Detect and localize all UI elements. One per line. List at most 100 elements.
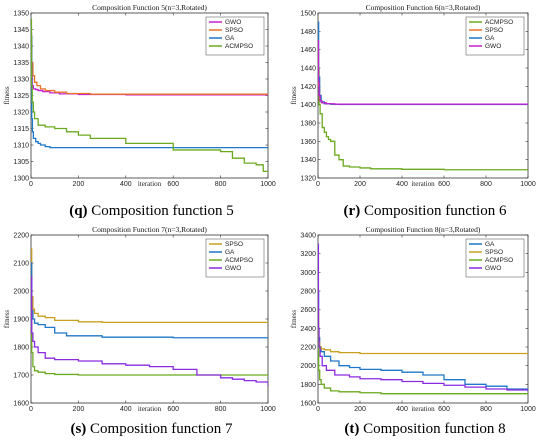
y-tick-label: 1400 (300, 102, 316, 109)
x-tick-label: 600 (167, 406, 179, 413)
y-tick-label: 1800 (300, 382, 316, 389)
legend-entry: ACMPSO (225, 257, 253, 264)
x-tick-label: 1000 (520, 181, 536, 188)
y-tick-label: 1345 (13, 27, 29, 34)
y-tick-label: 1340 (13, 44, 29, 51)
y-tick-label: 1330 (13, 77, 29, 84)
x-tick-label: 0 (316, 406, 320, 413)
y-tick-label: 1325 (13, 93, 29, 100)
y-tick-label: 1380 (300, 121, 316, 128)
series-line-acmpso (31, 290, 268, 376)
y-tick-label: 2600 (300, 307, 316, 314)
legend-box (205, 238, 265, 278)
legend-entry: GWO (485, 265, 501, 272)
x-tick-label: 800 (480, 181, 492, 188)
chart-title: Composition Function 6(n=3,Rotated) (366, 3, 481, 12)
x-tick-label: 600 (438, 181, 450, 188)
legend-entry: GWO (225, 19, 241, 26)
y-tick-label: 1300 (13, 176, 29, 183)
legend-entry: SPSO (225, 27, 243, 34)
y-tick-label: 1800 (13, 345, 29, 352)
legend-entry: SPSO (485, 27, 503, 34)
legend-box (205, 16, 265, 56)
panel-caption: (q) Composition function 5 (69, 203, 234, 219)
x-tick-label: 200 (73, 406, 85, 413)
caption-letter: (q) (69, 203, 87, 219)
series-line-acmpso (318, 30, 528, 171)
y-tick-label: 2100 (13, 261, 29, 268)
y-tick-label: 2800 (300, 289, 316, 296)
legend-entry: SPSO (225, 241, 243, 248)
y-tick-label: 1335 (13, 60, 29, 67)
x-tick-label: 0 (29, 181, 33, 188)
x-tick-label: 1000 (260, 406, 276, 413)
y-tick-label: 2400 (300, 326, 316, 333)
y-tick-label: 1360 (300, 139, 316, 146)
caption-letter: (t) (344, 421, 359, 437)
series-line-gwo (31, 276, 268, 387)
y-tick-label: 1350 (13, 11, 29, 18)
y-tick-label: 1600 (300, 401, 316, 408)
series-line-acmpso (31, 18, 268, 174)
x-axis-label: iteration (138, 405, 162, 413)
chart-title: Composition Function 5(n=3,Rotated) (92, 3, 207, 12)
x-tick-label: 600 (438, 406, 450, 413)
y-tick-label: 1315 (13, 126, 29, 133)
chart-panel-4: Composition Function 8(n=3,Rotated) 0 200 4… (290, 225, 536, 437)
y-tick-label: 1900 (13, 317, 29, 324)
y-axis-label: fitness (3, 310, 11, 329)
chart-panel-3: Composition Function 7(n=3,Rotated) 0 200 4… (3, 225, 276, 437)
y-tick-label: 3000 (300, 270, 316, 277)
x-tick-label: 800 (215, 181, 227, 188)
y-tick-label: 3200 (300, 251, 316, 258)
chart-panel-2: Composition Function 6(n=3,Rotated) 0 200 4… (290, 3, 536, 219)
x-tick-label: 400 (396, 181, 408, 188)
x-tick-label: 200 (354, 181, 366, 188)
series-line-spso (31, 248, 268, 324)
x-axis-label: iteration (411, 180, 435, 188)
chart-title: Composition Function 7(n=3,Rotated) (92, 225, 207, 234)
x-tick-label: 0 (29, 406, 33, 413)
caption-letter: (s) (70, 421, 86, 437)
series-line-gwo (318, 39, 528, 105)
legend-box (465, 16, 525, 56)
legend-entry: ACMPSO (225, 43, 253, 50)
x-tick-label: 200 (73, 181, 85, 188)
x-tick-label: 400 (120, 406, 132, 413)
x-tick-label: 0 (316, 181, 320, 188)
x-tick-label: 400 (120, 181, 132, 188)
caption-text: Composition function 5 (88, 203, 234, 219)
x-tick-label: 200 (354, 406, 366, 413)
y-tick-label: 1305 (13, 159, 29, 166)
caption-text: Composition function 8 (359, 421, 505, 437)
y-axis-label: fitness (290, 310, 298, 329)
y-tick-label: 3400 (300, 233, 316, 240)
x-tick-label: 1000 (520, 406, 536, 413)
caption-letter: (r) (344, 203, 361, 219)
panel-caption: (s) Composition function 7 (70, 421, 233, 437)
series-line-ga (31, 35, 268, 149)
panel-caption: (t) Composition function 8 (344, 421, 505, 437)
x-tick-label: 800 (480, 406, 492, 413)
y-tick-label: 2200 (13, 233, 29, 240)
legend-entry: GWO (225, 265, 241, 272)
series-line-gwo (318, 243, 528, 391)
legend-entry: GWO (485, 43, 501, 50)
y-tick-label: 2000 (300, 363, 316, 370)
y-tick-label: 2000 (13, 289, 29, 296)
y-tick-label: 2200 (300, 345, 316, 352)
y-tick-label: 1460 (300, 47, 316, 54)
y-tick-label: 1320 (13, 110, 29, 117)
chart-panel-1: Composition Function 5(n=3,Rotated) 0 200 4… (3, 3, 276, 219)
y-tick-label: 1700 (13, 373, 29, 380)
x-tick-label: 400 (396, 406, 408, 413)
y-tick-label: 1500 (300, 11, 316, 18)
x-axis-label: iteration (138, 180, 162, 188)
x-axis-label: iteration (411, 405, 435, 413)
legend-entry: ACMPSO (485, 257, 513, 264)
legend-entry: GA (485, 241, 495, 248)
